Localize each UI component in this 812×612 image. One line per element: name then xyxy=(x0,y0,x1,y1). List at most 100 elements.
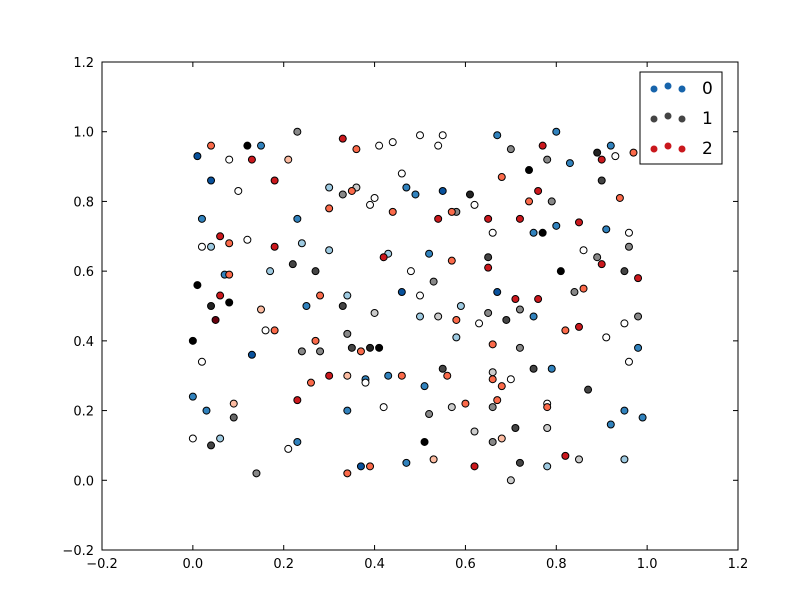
point xyxy=(311,267,320,276)
x-tick-label: 0.8 xyxy=(546,557,567,572)
point xyxy=(434,214,443,223)
point xyxy=(525,166,534,175)
point xyxy=(379,253,388,262)
point xyxy=(197,214,206,223)
point xyxy=(556,267,565,276)
point xyxy=(266,267,275,276)
point xyxy=(366,343,375,352)
point xyxy=(325,183,334,192)
point xyxy=(416,291,424,300)
point xyxy=(311,336,320,345)
y-tick-label: 0.0 xyxy=(73,474,94,489)
point xyxy=(270,242,279,251)
legend-marker xyxy=(650,115,658,123)
y-tick-label: 1.0 xyxy=(73,126,94,141)
point xyxy=(638,413,647,422)
point xyxy=(247,155,256,164)
legend-marker xyxy=(678,115,686,123)
x-tick-label: 0.6 xyxy=(455,557,476,572)
point xyxy=(225,270,234,279)
point xyxy=(525,197,534,206)
point xyxy=(397,169,406,178)
point xyxy=(470,200,479,209)
point xyxy=(388,138,397,147)
point xyxy=(234,186,243,195)
point xyxy=(461,399,470,408)
point xyxy=(207,141,216,150)
point xyxy=(225,298,234,307)
point xyxy=(543,155,552,164)
point xyxy=(534,186,543,195)
point xyxy=(188,336,197,345)
point xyxy=(270,176,279,185)
point xyxy=(370,308,379,317)
point xyxy=(270,326,279,335)
point xyxy=(606,141,615,150)
point xyxy=(465,190,474,199)
point xyxy=(506,476,515,485)
point xyxy=(425,410,434,419)
x-tick-label: 0.4 xyxy=(364,557,385,572)
point xyxy=(411,190,420,199)
point xyxy=(229,399,238,408)
point xyxy=(488,368,497,377)
legend-marker xyxy=(678,85,686,93)
point xyxy=(402,183,411,192)
point xyxy=(488,228,497,237)
point xyxy=(602,225,611,234)
point xyxy=(634,312,643,321)
point xyxy=(434,312,443,321)
y-tick-label: 0.8 xyxy=(73,195,94,210)
y-tick-label: 0.6 xyxy=(73,265,94,280)
point xyxy=(193,281,202,290)
point xyxy=(207,302,216,310)
point xyxy=(247,350,256,359)
legend-marker xyxy=(650,85,658,93)
point xyxy=(470,462,479,471)
point xyxy=(188,392,197,401)
point xyxy=(325,371,334,380)
point xyxy=(356,347,365,356)
point xyxy=(343,406,352,415)
point xyxy=(606,420,615,429)
point xyxy=(575,218,583,227)
point xyxy=(375,141,384,150)
point xyxy=(229,413,238,422)
point xyxy=(384,371,393,380)
point xyxy=(388,207,397,216)
point xyxy=(447,256,456,265)
point xyxy=(565,159,574,168)
point xyxy=(343,371,352,380)
point xyxy=(624,242,633,251)
legend-marker xyxy=(678,145,686,153)
x-tick-label: 0.2 xyxy=(273,557,294,572)
point xyxy=(529,312,538,321)
point xyxy=(452,315,461,324)
point xyxy=(615,193,624,202)
point xyxy=(506,375,515,384)
point xyxy=(447,403,456,412)
point xyxy=(207,242,216,251)
point xyxy=(293,396,302,405)
point xyxy=(543,462,552,471)
point xyxy=(484,308,493,317)
point xyxy=(543,424,552,432)
legend-label: 2 xyxy=(702,139,713,159)
point xyxy=(325,204,334,213)
legend-label: 0 xyxy=(702,79,713,99)
point xyxy=(188,434,197,443)
point xyxy=(511,295,520,304)
y-tick-label: 1.2 xyxy=(73,56,94,71)
point xyxy=(284,444,293,453)
x-tick-label: 0.0 xyxy=(183,557,204,572)
point xyxy=(338,190,347,199)
point xyxy=(434,141,443,150)
point xyxy=(561,326,570,335)
point xyxy=(366,462,375,471)
point xyxy=(438,131,447,140)
point xyxy=(584,385,593,394)
y-tick-label: −0.2 xyxy=(62,544,94,559)
point xyxy=(547,197,556,206)
point xyxy=(197,242,206,251)
point xyxy=(325,246,334,255)
